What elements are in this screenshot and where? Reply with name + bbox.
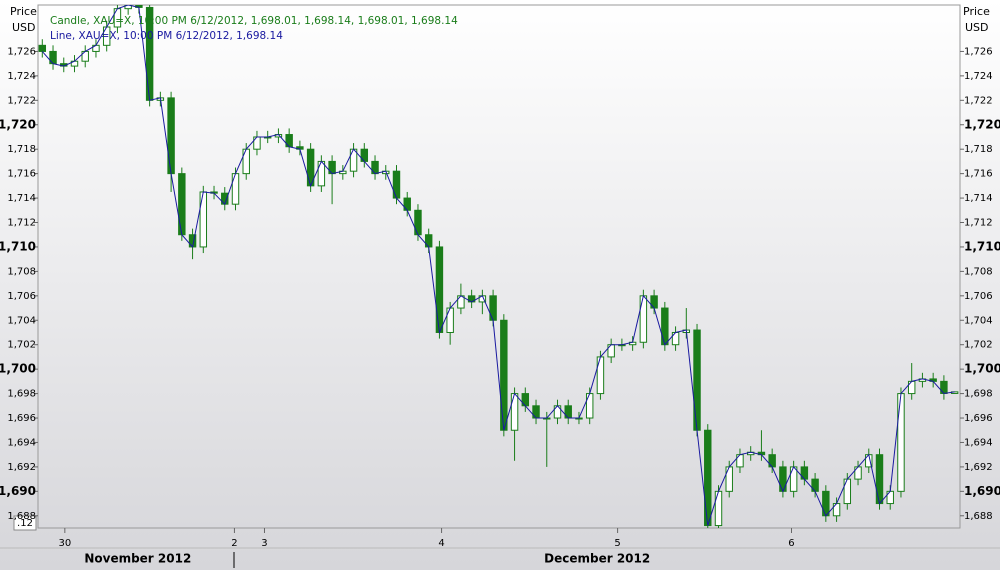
candle-body	[392, 170, 401, 199]
y-tick-label: 1,704	[7, 315, 36, 326]
candle-body	[231, 173, 240, 205]
month-label: December 2012	[544, 552, 650, 566]
y-tick-label: 1,708	[964, 266, 993, 277]
x-tick-label: 4	[438, 538, 444, 549]
candle-body	[897, 393, 905, 492]
legend-entry: Candle, XAU=X, 10:00 PM 6/12/2012, 1,698…	[50, 15, 458, 27]
y-tick-label: 1,718	[964, 144, 993, 155]
y-tick-label: 1,724	[7, 71, 36, 82]
candle-body	[843, 478, 852, 505]
candle-body	[875, 454, 884, 505]
legend-entry: Line, XAU=X, 10:00 PM 6/12/2012, 1,698.1…	[50, 30, 283, 42]
candle-body	[693, 329, 701, 431]
candle-body	[789, 466, 798, 492]
month-label: November 2012	[84, 552, 191, 566]
y-tick-label: 1,724	[964, 71, 993, 82]
candle-body	[639, 295, 648, 343]
scale-box	[13, 515, 37, 531]
candle-body	[714, 490, 723, 527]
x-tick-label: 3	[261, 538, 267, 549]
y-tick-label: 1,718	[7, 144, 36, 155]
scale-note: .12	[17, 518, 33, 529]
y-tick-label: 1,692	[7, 462, 36, 473]
y-title-left: Price	[10, 5, 37, 18]
candle-body	[124, 5, 132, 10]
x-tick-label: 5	[614, 538, 620, 549]
y-tick-label: 1,696	[964, 413, 993, 424]
y-tick-label: 1,704	[964, 315, 993, 326]
candle-body	[38, 44, 47, 52]
candle-body	[317, 160, 326, 187]
y-tick-label: 1,722	[7, 95, 36, 106]
x-tick-label: 6	[788, 538, 794, 549]
x-tick-label: 30	[58, 538, 71, 549]
plot	[38, 5, 959, 528]
y-tick-label: 1,702	[7, 340, 36, 351]
y-tick-label: 1,694	[964, 437, 993, 448]
y-tick-label: 1,720	[964, 117, 1000, 131]
y-tick-label: 1,712	[7, 218, 36, 229]
y-tick-label: 1,710	[964, 239, 1000, 253]
plot-frame	[37, 4, 961, 529]
candle-body	[661, 307, 669, 346]
y-tick-label: 1,690	[964, 484, 1000, 498]
candle-body	[779, 466, 787, 492]
y-tick-label: 1,714	[964, 193, 993, 204]
y-tick-label: 1,710	[0, 239, 36, 253]
y-tick-label: 1,700	[964, 362, 1000, 376]
candle-body	[822, 490, 830, 517]
y-tick-label: 1,700	[0, 362, 36, 376]
candle-body	[435, 246, 444, 333]
y-tick-label: 1,720	[0, 117, 36, 131]
y-tick-label: 1,708	[7, 266, 36, 277]
y-title-left: USD	[12, 21, 36, 34]
candle-body	[596, 356, 605, 395]
y-tick-label: 1,706	[964, 291, 993, 302]
price-line	[41, 5, 955, 526]
x-tick-label: 2	[231, 538, 237, 549]
candle-body	[510, 393, 519, 431]
y-tick-label: 1,712	[964, 218, 993, 229]
y-tick-label: 1,696	[7, 413, 36, 424]
y-tick-label: 1,714	[7, 193, 36, 204]
y-tick-label: 1,716	[7, 169, 36, 180]
candle-body	[414, 209, 422, 236]
y-tick-label: 1,722	[964, 95, 993, 106]
y-tick-label: 1,698	[964, 389, 993, 400]
candle-body	[199, 191, 208, 248]
candle-body	[167, 97, 175, 175]
candle-body	[585, 393, 594, 419]
y-tick-label: 1,690	[0, 484, 36, 498]
candle-body	[489, 295, 497, 321]
candle-body	[446, 307, 454, 333]
y-tick-label: 1,726	[7, 46, 36, 57]
candle-body	[500, 319, 508, 431]
y-tick-label: 1,706	[7, 291, 36, 302]
y-title-right: USD	[965, 21, 989, 34]
y-tick-label: 1,688	[7, 511, 36, 522]
candle-body	[242, 148, 250, 175]
candle-body	[725, 466, 733, 492]
y-title-right: Price	[963, 5, 990, 18]
y-tick-label: 1,694	[7, 437, 36, 448]
y-tick-label: 1,702	[964, 340, 993, 351]
candle-body	[178, 173, 186, 236]
candle-body	[704, 429, 712, 527]
y-tick-label: 1,726	[964, 46, 993, 57]
y-tick-label: 1,688	[964, 511, 993, 522]
y-tick-label: 1,698	[7, 389, 36, 400]
y-tick-label: 1,716	[964, 169, 993, 180]
y-tick-label: 1,692	[964, 462, 993, 473]
